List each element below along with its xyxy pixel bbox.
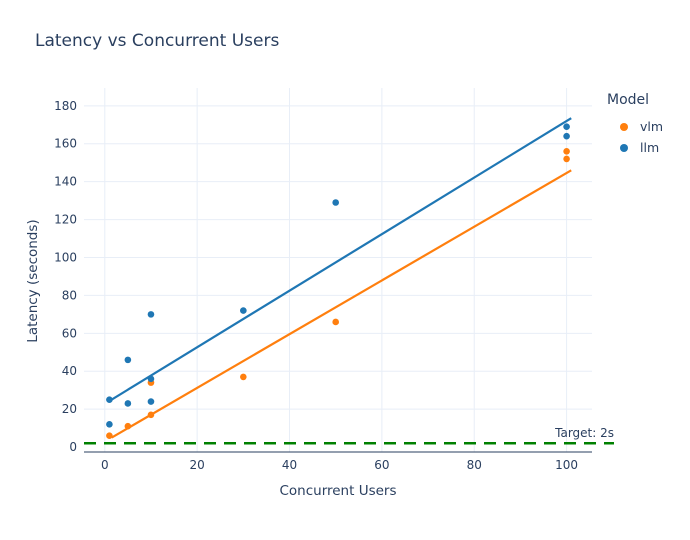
y-tick-label: 40: [62, 364, 77, 378]
y-tick-label: 20: [62, 402, 77, 416]
data-point-llm: [563, 132, 570, 140]
x-tick-label: 40: [282, 458, 297, 472]
y-tick-label: 100: [54, 250, 77, 264]
data-point-vlm: [106, 432, 113, 439]
data-point-llm: [124, 400, 132, 407]
data-point-llm: [147, 398, 155, 405]
legend: Model vlm llm: [607, 92, 663, 158]
legend-swatch-vlm-icon: [620, 122, 628, 131]
legend-label-llm: llm: [640, 140, 660, 155]
legend-title: Model: [607, 92, 650, 108]
data-point-llm: [106, 396, 113, 403]
data-point-llm: [563, 123, 570, 130]
x-axis-title: Concurrent Users: [279, 483, 397, 499]
trend-line-vlm: [111, 169, 572, 439]
y-tick-label: 60: [62, 326, 77, 340]
data-point-vlm: [124, 422, 132, 430]
y-tick-label: 0: [69, 440, 77, 454]
data-point-vlm: [147, 411, 155, 419]
x-tick-label: 60: [374, 458, 389, 472]
data-point-llm: [147, 375, 155, 383]
y-tick-label: 160: [54, 137, 77, 151]
legend-label-vlm: vlm: [640, 119, 664, 134]
data-point-llm: [106, 421, 113, 428]
data-point-llm: [124, 356, 132, 364]
y-axis-title: Latency (seconds): [25, 219, 41, 343]
data-point-vlm: [332, 318, 339, 326]
trend-line-llm: [107, 117, 572, 403]
target-annotation: Target: 2s: [555, 426, 614, 440]
y-tick-label: 140: [54, 175, 77, 189]
legend-swatch-llm-icon: [620, 143, 628, 152]
x-tick-label: 80: [467, 458, 482, 472]
data-point-vlm: [563, 155, 570, 163]
y-tick-label: 80: [62, 288, 77, 302]
data-point-llm: [147, 311, 155, 318]
x-tick-label: 0: [101, 458, 109, 472]
data-point-llm: [240, 307, 247, 314]
data-point-vlm: [563, 148, 570, 155]
chart-title: Latency vs Concurrent Users: [35, 31, 280, 51]
legend-item-vlm[interactable]: vlm: [607, 116, 663, 137]
x-tick-label: 100: [555, 458, 578, 472]
data-point-vlm: [240, 373, 247, 381]
y-tick-label: 120: [54, 213, 77, 227]
y-tick-label: 180: [54, 99, 77, 113]
data-point-llm: [332, 199, 339, 206]
legend-item-llm[interactable]: llm: [607, 137, 663, 158]
x-tick-label: 20: [190, 458, 205, 472]
